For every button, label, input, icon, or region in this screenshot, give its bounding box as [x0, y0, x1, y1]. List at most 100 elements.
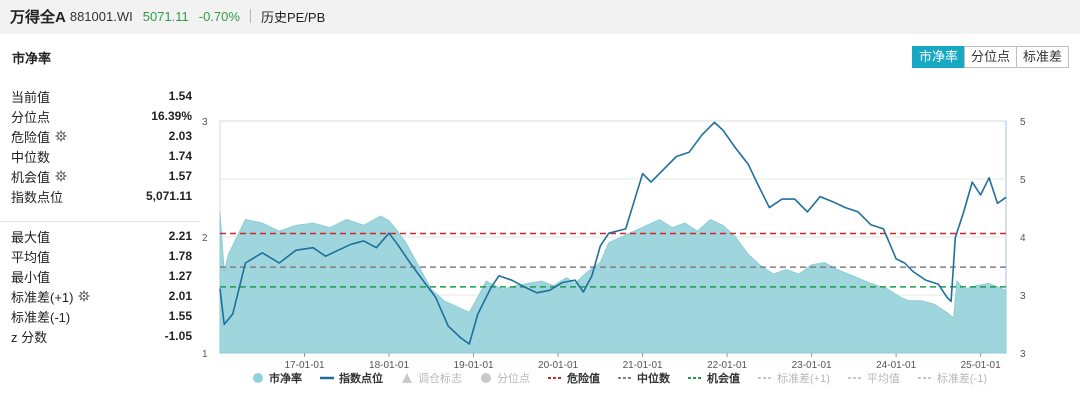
stat-label: 中位数	[11, 147, 50, 166]
stat-label-text: 中位数	[11, 149, 51, 165]
stats-divider	[0, 221, 200, 222]
stat-row: 当前值 1.54	[0, 86, 200, 106]
stat-label: 指数点位	[11, 187, 63, 206]
stat-value: 1.54	[168, 89, 192, 103]
stat-label: 当前值	[11, 87, 50, 106]
stat-label-text: 最小值	[11, 269, 51, 285]
legend-label: 市净率	[269, 373, 302, 385]
stat-label-text: 指数点位	[11, 189, 64, 205]
tab-stddev[interactable]: 标准差	[1016, 46, 1070, 68]
legend-item[interactable]: 中位数	[618, 370, 670, 386]
y-right-tick-label: 3,244	[1020, 349, 1026, 360]
stat-label-text: 标准差(-1)	[11, 309, 71, 325]
legend-item[interactable]: 危险值	[548, 370, 600, 386]
legend-label: 指数点位	[339, 373, 383, 385]
legend-item[interactable]: 市净率	[252, 370, 302, 386]
pb-area-series	[219, 212, 1007, 354]
stat-row: 最大值 2.21	[0, 226, 200, 246]
stat-label-text: 机会值	[11, 169, 51, 185]
stat-row: 分位点 16.39%	[0, 106, 200, 126]
valuation-panel: 市净率 市净率 分位点 标准差 当前值 1.54 分位点 16.39% 危险值 2.03 中…	[0, 34, 1080, 406]
stat-row: z 分数 -1.05	[0, 326, 200, 346]
header-subtitle[interactable]: 历史PE/PB	[260, 9, 326, 25]
stats-list: 当前值 1.54 分位点 16.39% 危险值 2.03 中位数 1.74 机会值 1.57 指数点…	[0, 86, 200, 346]
x-tick-label: 21-01-01	[623, 360, 663, 370]
stat-label: 标准差(-1)	[11, 307, 70, 326]
legend-item[interactable]: 分位点	[480, 370, 530, 386]
y-right-tick-label: 4,606	[1020, 233, 1026, 244]
stat-row: 最小值 1.27	[0, 266, 200, 286]
x-tick-label: 17-01-01	[285, 360, 325, 370]
index-code: 881001.WI	[69, 8, 133, 24]
stat-value: 2.01	[168, 289, 192, 303]
legend-label: 标准差(+1)	[777, 373, 830, 385]
tab-pb[interactable]: 市净率	[912, 46, 966, 68]
index-price: 5071.11	[142, 8, 189, 24]
legend-marker-icon	[688, 373, 707, 383]
chart-legend: 市净率 指数点位 调仓标志 分位点 危险值 中位数 机会值 标准差(+1) 平均值 标准差(-1)	[252, 370, 1005, 386]
stat-row: 标准差(-1) 1.55	[0, 306, 200, 326]
stat-value: 1.78	[168, 249, 192, 263]
stat-label-text: 标准差(+1)	[11, 289, 74, 305]
legend-item[interactable]: 标准差(+1)	[758, 370, 830, 386]
stat-label-text: z 分数	[11, 329, 48, 345]
legend-marker-icon	[758, 373, 777, 383]
stat-value: 1.57	[168, 169, 192, 183]
legend-item[interactable]: 调仓标志	[401, 370, 462, 386]
stat-label-text: 当前值	[11, 89, 51, 105]
legend-item[interactable]: 平均值	[847, 370, 900, 386]
legend-marker-icon	[252, 372, 269, 384]
stat-value: 2.21	[168, 229, 192, 243]
stat-value: 2.03	[168, 129, 192, 143]
legend-label: 中位数	[637, 373, 670, 385]
stat-label-text: 最大值	[11, 229, 51, 245]
x-tick-label: 25-01-01	[961, 360, 1001, 370]
stat-value: -1.05	[164, 329, 192, 343]
index-change: -0.70%	[198, 8, 240, 24]
legend-item[interactable]: 机会值	[688, 370, 740, 386]
y-right-tick-label: 3,925	[1020, 291, 1026, 302]
legend-label: 分位点	[497, 373, 530, 385]
header-bar: 万得全A 881001.WI 5071.11 -0.70% 历史PE/PB	[0, 0, 1080, 32]
legend-label: 平均值	[866, 373, 900, 385]
stat-row: 平均值 1.78	[0, 246, 200, 266]
index-name: 万得全A	[10, 8, 66, 26]
x-tick-label: 19-01-01	[454, 360, 494, 370]
settings-gear-icon[interactable]	[55, 130, 67, 142]
valuation-chart: 5,967 5,287 4,606 3,925 3,244 3 2 1 17-01-01 18-0…	[202, 117, 1026, 370]
y-left-tick-label: 2	[202, 233, 208, 244]
settings-gear-icon[interactable]	[78, 290, 90, 302]
stat-value: 16.39%	[151, 109, 192, 123]
legend-marker-icon	[618, 373, 637, 383]
legend-item[interactable]: 标准差(-1)	[917, 370, 987, 386]
stat-label: z 分数	[11, 327, 47, 346]
legend-label: 危险值	[567, 373, 600, 385]
tab-percentile[interactable]: 分位点	[964, 46, 1018, 68]
legend-item[interactable]: 指数点位	[320, 370, 383, 386]
header-divider	[249, 9, 251, 23]
legend-marker-icon	[847, 373, 867, 383]
stat-row: 危险值 2.03	[0, 126, 200, 146]
legend-marker-icon	[401, 372, 418, 384]
stat-value: 5,071.11	[145, 189, 192, 203]
stat-label: 最小值	[11, 267, 50, 286]
stat-row: 指数点位 5,071.11	[0, 186, 200, 206]
panel-title: 市净率	[12, 51, 52, 66]
metric-tabs: 市净率 分位点 标准差	[912, 46, 1070, 68]
x-tick-label: 22-01-01	[707, 360, 747, 370]
stat-label: 最大值	[11, 227, 50, 246]
settings-gear-icon[interactable]	[55, 170, 67, 182]
legend-marker-icon	[320, 373, 339, 383]
legend-marker-icon	[548, 373, 567, 383]
legend-marker-icon	[480, 372, 497, 384]
stat-label: 标准差(+1)	[11, 287, 90, 306]
stat-value: 1.27	[168, 269, 192, 283]
legend-label: 标准差(-1)	[936, 373, 987, 385]
stat-row: 机会值 1.57	[0, 166, 200, 186]
stat-value: 1.55	[168, 309, 192, 323]
x-tick-label: 24-01-01	[876, 360, 916, 370]
stat-value: 1.74	[168, 149, 192, 163]
y-right-tick-label: 5,287	[1020, 175, 1026, 186]
x-tick-label: 18-01-01	[369, 360, 409, 370]
stat-label: 平均值	[11, 247, 50, 266]
